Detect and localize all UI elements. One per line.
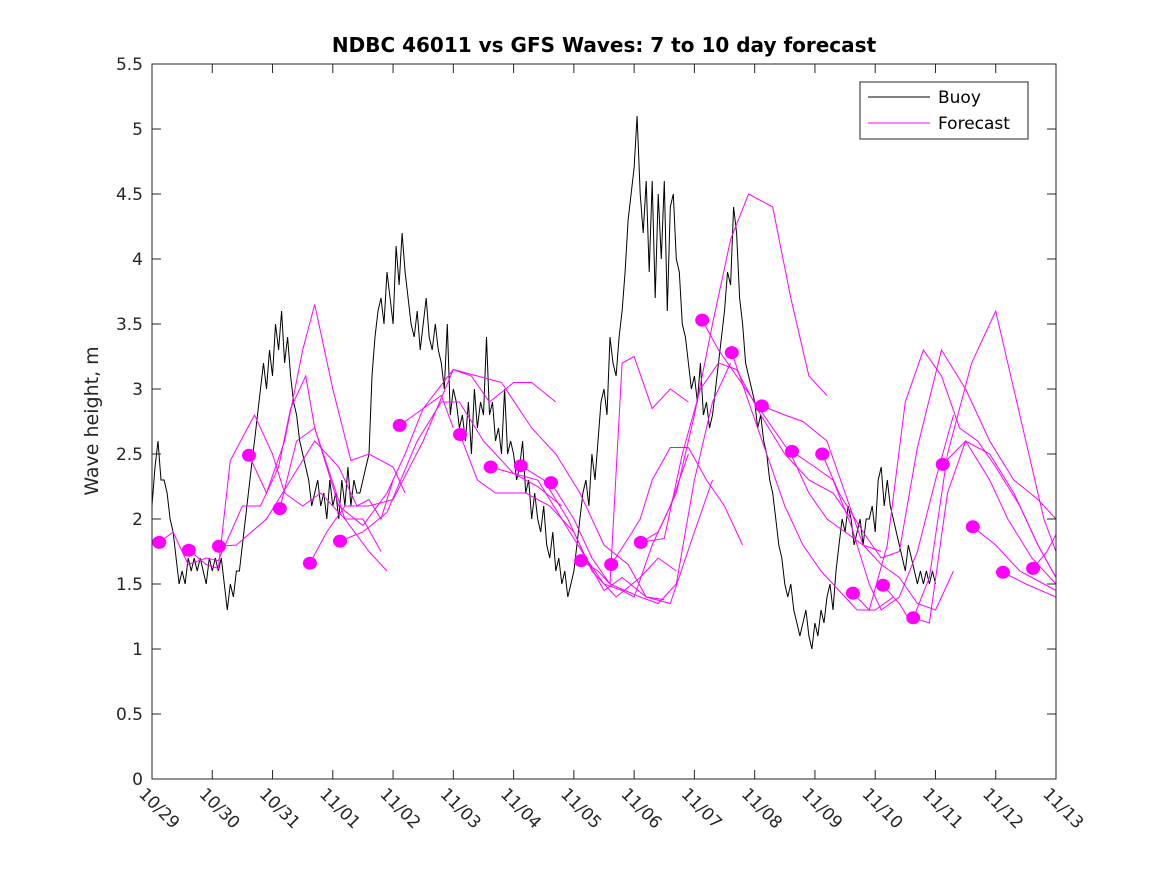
- forecast-point: [302, 556, 317, 570]
- forecast-trace-0: [158, 374, 388, 572]
- forecast-point: [785, 444, 799, 458]
- series-group: [152, 115, 1056, 650]
- forecast-point: [333, 534, 347, 548]
- forecast-point: [544, 476, 558, 490]
- y-tick-label: 4.5: [116, 185, 143, 205]
- forecast-point: [965, 520, 980, 534]
- y-tick-label: 3.5: [116, 315, 143, 335]
- forecast-trace-23: [913, 440, 1056, 624]
- y-tick-label: 1.5: [116, 575, 143, 595]
- forecast-point: [633, 535, 648, 549]
- plot-area: [152, 64, 1056, 779]
- y-tick-label: 1: [132, 640, 143, 660]
- y-tick-label: 5: [132, 120, 143, 140]
- forecast-trace-14: [640, 193, 828, 543]
- forecast-trace-1: [188, 413, 382, 570]
- forecast-trace-19: [791, 414, 954, 611]
- buoy-series-line: [152, 115, 936, 650]
- legend-label-buoy: Buoy: [938, 88, 981, 108]
- forecast-point: [392, 418, 407, 432]
- y-tick-label: 2.5: [116, 445, 143, 465]
- y-tick-label: 2: [132, 510, 143, 530]
- data-layer: [152, 115, 1056, 650]
- forecast-point: [152, 535, 167, 549]
- forecast-trace-18: [761, 405, 954, 611]
- legend-label-forecast: Forecast: [938, 114, 1010, 134]
- forecast-point: [272, 502, 287, 516]
- forecast-point: [181, 543, 196, 557]
- forecast-trace-9: [490, 466, 713, 605]
- forecast-trace-25: [972, 526, 1056, 591]
- forecast-trace-6: [339, 401, 563, 542]
- forecast-point: [845, 586, 860, 600]
- forecast-trace-12: [580, 355, 689, 586]
- forecast-trace-11: [550, 362, 732, 605]
- forecast-trace-22: [882, 309, 1056, 625]
- forecast-trace-7: [399, 368, 665, 601]
- forecast-point: [724, 346, 739, 360]
- forecast-point: [604, 558, 619, 571]
- forecast-trace-17: [731, 352, 894, 611]
- forecast-trace-27: [1032, 534, 1056, 569]
- y-tick-label: 5.5: [116, 55, 143, 75]
- forecast-trace-5: [309, 368, 557, 564]
- forecast-point: [906, 611, 921, 625]
- forecast-point: [242, 448, 256, 462]
- forecast-trace-26: [1002, 571, 1056, 598]
- forecast-point: [935, 457, 950, 471]
- chart-title: NDBC 46011 vs GFS Waves: 7 to 10 day for…: [332, 33, 877, 57]
- forecast-trace-3: [248, 304, 406, 495]
- forecast-point: [483, 460, 498, 474]
- y-tick-label: 0: [132, 770, 143, 790]
- forecast-point: [453, 428, 467, 441]
- forecast-point: [211, 539, 226, 553]
- forecast-trace-20: [821, 348, 1056, 559]
- y-tick-label: 3: [132, 380, 143, 400]
- forecast-point: [996, 565, 1010, 579]
- forecast-trace-15: [640, 362, 852, 543]
- forecast-point: [754, 399, 769, 413]
- forecast-point: [513, 459, 528, 473]
- axes-box: [151, 63, 1057, 780]
- forecast-point: [695, 313, 710, 327]
- y-tick-label: 4: [132, 250, 143, 270]
- forecast-point: [815, 447, 830, 461]
- legend: Buoy Forecast: [859, 81, 1029, 140]
- forecast-trace-24: [942, 440, 1056, 585]
- forecast-trace-4: [279, 394, 454, 527]
- forecast-point: [1026, 561, 1041, 575]
- forecast-point: [574, 554, 589, 568]
- y-tick-label: 0.5: [116, 705, 143, 725]
- forecast-trace-13: [610, 447, 744, 565]
- legend-box: [859, 81, 1029, 140]
- forecast-point: [876, 578, 890, 592]
- y-axis-label: Wave height, m: [81, 346, 103, 495]
